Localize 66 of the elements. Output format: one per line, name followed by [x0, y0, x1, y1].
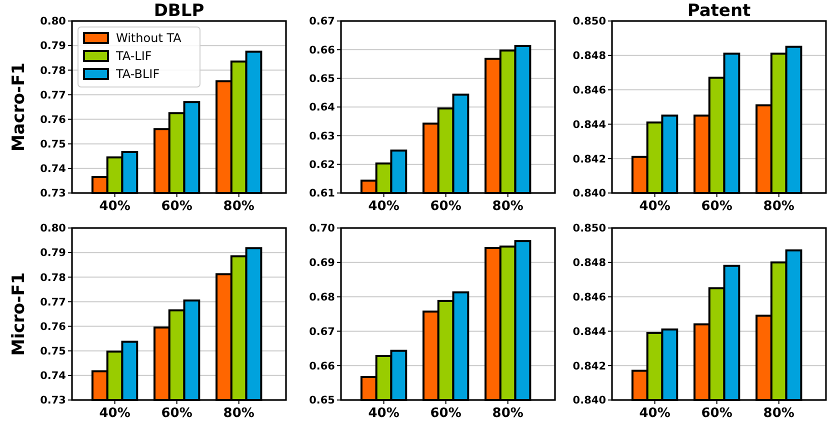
y-tick-label: 0.63 — [309, 130, 335, 142]
y-tick-label: 0.62 — [309, 159, 335, 172]
x-tick-label: 60% — [430, 406, 462, 421]
y-tick-label: 0.66 — [309, 44, 335, 56]
y-tick-label: 0.850 — [572, 16, 606, 28]
x-tick-label: 40% — [368, 406, 400, 421]
x-tick-label: 80% — [492, 406, 524, 421]
y-tick-label: 0.73 — [40, 188, 66, 200]
legend-label: Without TA — [116, 31, 182, 46]
x-tick-label: 60% — [430, 199, 462, 214]
y-tick-label: 0.75 — [40, 346, 66, 358]
y-tick-label: 0.840 — [572, 394, 606, 407]
y-tick-label: 0.69 — [309, 257, 335, 270]
y-tick-label: 0.74 — [40, 163, 66, 176]
legend-label: TA-BLIF — [115, 67, 160, 82]
x-tick-label: 60% — [161, 199, 192, 214]
x-tick-label: 40% — [639, 199, 670, 214]
y-tick-label: 0.64 — [309, 102, 335, 114]
y-tick-label: 0.846 — [572, 291, 606, 304]
x-tick-label: 40% — [368, 199, 400, 214]
y-tick-label: 0.844 — [572, 118, 606, 131]
chart-title: DBLP — [154, 1, 204, 21]
x-tick-label: 60% — [161, 406, 192, 421]
legend-label: TA-LIF — [115, 49, 152, 64]
y-tick-label: 0.73 — [40, 394, 66, 407]
x-tick-label: 80% — [763, 406, 794, 421]
y-tick-label: 0.840 — [572, 188, 606, 200]
y-tick-label: 0.78 — [40, 64, 66, 77]
x-tick-label: 40% — [99, 406, 130, 421]
y-tick-label: 0.842 — [572, 153, 606, 166]
y-tick-label: 0.846 — [572, 84, 606, 96]
y-tick-label: 0.66 — [309, 360, 335, 372]
chart-title: Patent — [687, 1, 751, 21]
y-tick-label: 0.848 — [572, 257, 606, 270]
y-tick-label: 0.75 — [40, 138, 66, 151]
y-tick-label: 0.848 — [572, 50, 606, 62]
y-axis-title: Macro-F1 — [9, 62, 29, 152]
x-tick-label: 80% — [223, 199, 254, 214]
y-tick-label: 0.78 — [40, 272, 66, 284]
y-tick-label: 0.70 — [309, 222, 335, 235]
y-tick-label: 0.76 — [40, 114, 66, 126]
y-tick-label: 0.80 — [40, 222, 66, 235]
y-tick-label: 0.850 — [572, 222, 606, 235]
y-tick-label: 0.68 — [309, 291, 335, 304]
y-tick-label: 0.76 — [40, 320, 66, 333]
y-tick-label: 0.77 — [40, 89, 66, 102]
y-tick-label: 0.842 — [572, 360, 606, 372]
y-tick-label: 0.77 — [40, 296, 66, 308]
y-tick-label: 0.844 — [572, 326, 606, 338]
y-tick-label: 0.65 — [309, 73, 335, 86]
y-axis-title: Micro-F1 — [9, 272, 29, 356]
x-tick-label: 60% — [701, 199, 732, 214]
y-tick-label: 0.67 — [309, 326, 335, 338]
x-tick-label: 80% — [763, 199, 794, 214]
y-tick-label: 0.74 — [40, 370, 66, 382]
x-tick-label: 40% — [639, 406, 670, 421]
x-tick-label: 80% — [223, 406, 254, 421]
y-tick-label: 0.80 — [40, 16, 66, 28]
y-tick-label: 0.79 — [40, 247, 66, 260]
x-tick-label: 60% — [701, 406, 732, 421]
y-tick-label: 0.79 — [40, 40, 66, 52]
y-tick-label: 0.65 — [309, 394, 335, 407]
x-tick-label: 40% — [99, 199, 130, 214]
x-tick-label: 80% — [492, 199, 524, 214]
y-tick-label: 0.61 — [309, 188, 335, 200]
y-tick-label: 0.67 — [309, 16, 335, 28]
